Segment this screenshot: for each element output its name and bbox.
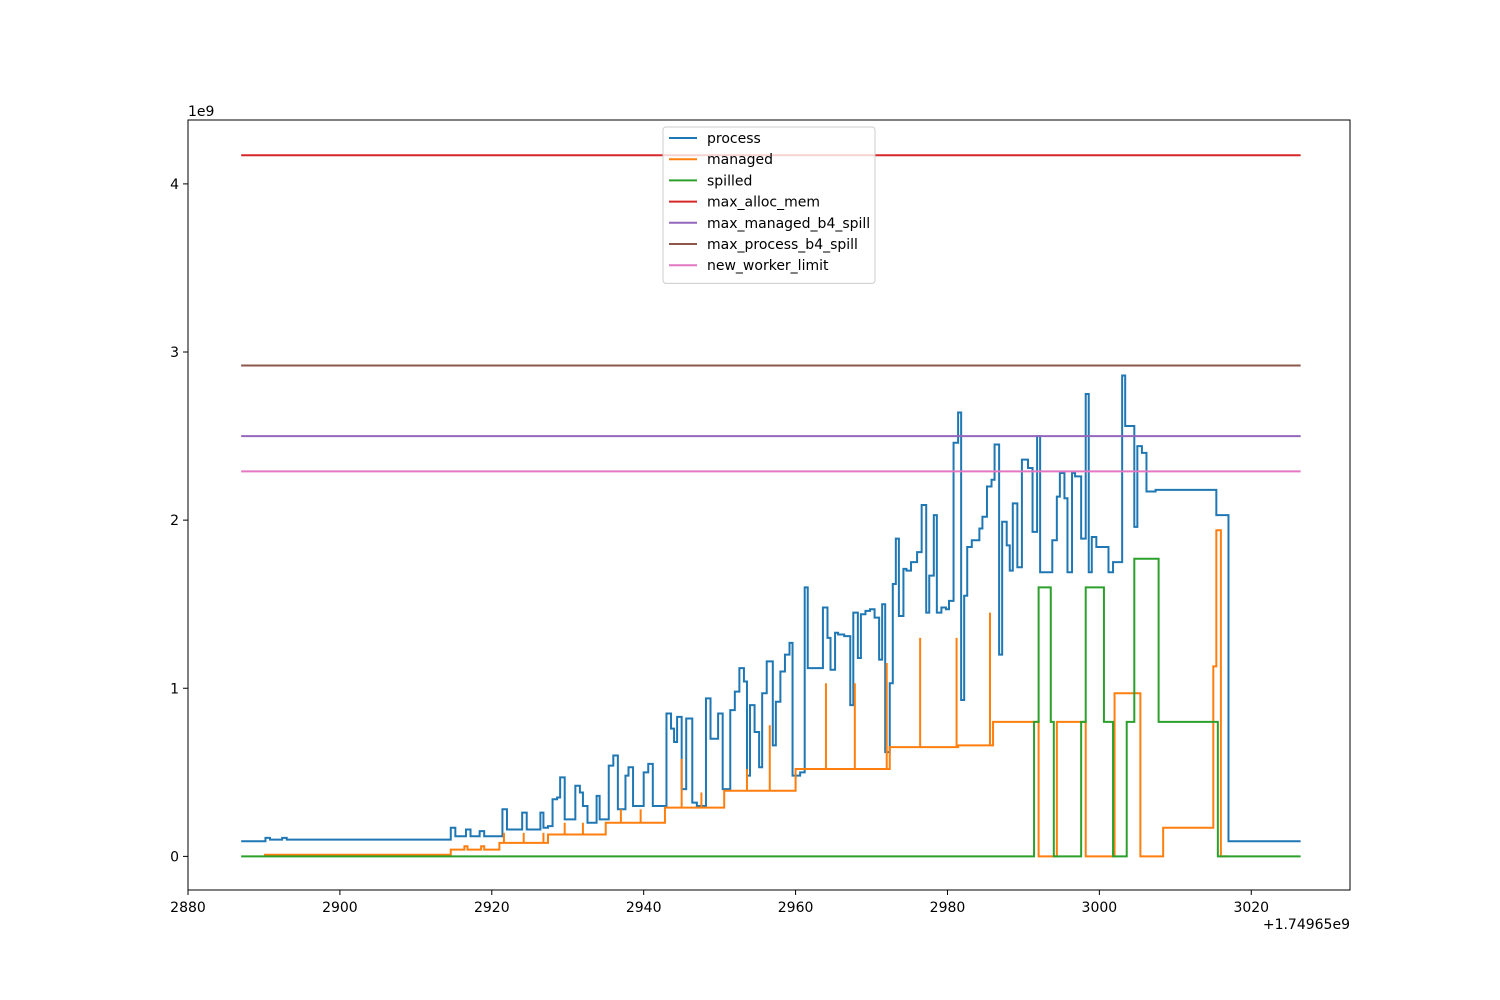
x-tick-label: 2880 [170,900,206,916]
x-tick-label: 2960 [778,900,814,916]
legend-label-max-alloc-mem: max_alloc_mem [707,195,820,211]
legend-label-new-worker-limit: new_worker_limit [707,258,829,274]
y-tick-label: 0 [170,849,179,865]
legend-label-spilled: spilled [707,173,752,189]
legend-label-max-process-b4-spill: max_process_b4_spill [707,237,858,253]
x-tick-label: 3020 [1233,900,1269,916]
legend-label-managed: managed [707,152,773,168]
x-tick-label: 2940 [626,900,662,916]
legend-label-max-managed-b4-spill: max_managed_b4_spill [707,216,870,232]
y-tick-label: 3 [170,345,179,361]
x-tick-label: 3000 [1082,900,1118,916]
y-tick-label: 1 [170,681,179,697]
series-process-line [241,374,1301,843]
y-tick-label: 2 [170,513,179,529]
legend-box [662,126,876,284]
axes-frame [187,119,1351,891]
legend: process managed spilled max_alloc_mem max_ma… [662,126,876,284]
x-offset-label: +1.74965e9 [1263,917,1350,933]
legend-label-process: process [707,131,761,147]
series-spilled-line [241,557,1301,858]
x-tick-label: 2980 [930,900,966,916]
y-scale-label: 1e9 [188,104,214,120]
y-tick-label: 4 [170,177,179,193]
y-axis: 0 1 2 3 4 [170,177,188,865]
x-tick-label: 2900 [322,900,358,916]
plot-lines [241,154,1301,858]
x-tick-label: 2920 [474,900,510,916]
x-axis: 2880 2900 2920 2940 2960 2980 3000 3020 [170,890,1269,916]
series-managed-line [263,529,1229,858]
